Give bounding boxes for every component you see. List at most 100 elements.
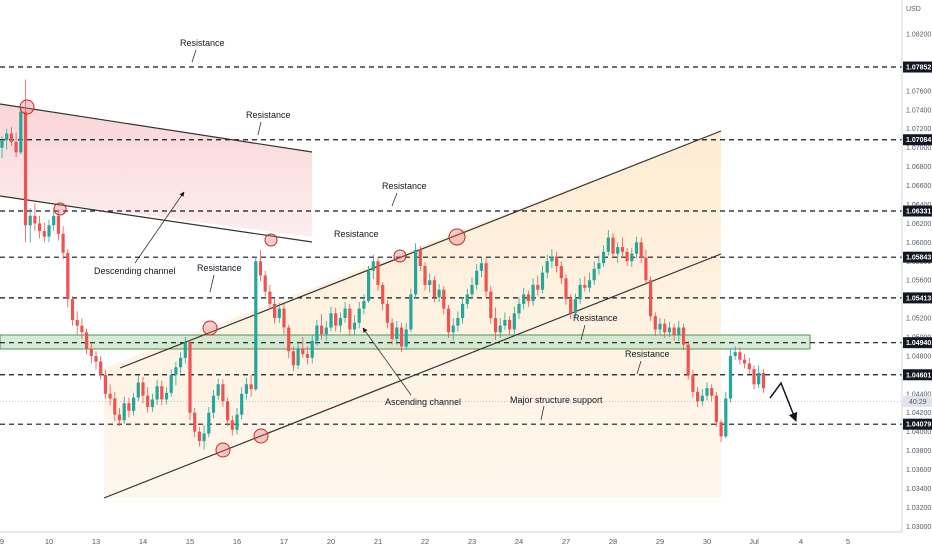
price-tick-label: 1.04400: [906, 391, 931, 398]
candle: [724, 391, 728, 439]
candle: [573, 293, 577, 319]
time-axis[interactable]: [0, 532, 932, 550]
candle: [658, 318, 662, 336]
annotation-label: Resistance: [246, 110, 291, 120]
candle: [94, 351, 98, 370]
candle: [620, 237, 624, 258]
candle: [14, 132, 18, 158]
level-price-box: 1.04601: [903, 369, 932, 381]
candle: [719, 419, 723, 443]
time-tick-label: 27: [562, 537, 570, 546]
candle: [103, 370, 107, 399]
candle: [493, 307, 498, 340]
candle: [681, 323, 686, 351]
level-price-box: 1.06331: [903, 205, 932, 217]
candle: [352, 315, 357, 336]
candle: [75, 311, 79, 335]
price-tick-label: 1.03000: [906, 524, 931, 531]
candle: [512, 306, 516, 336]
candle: [19, 107, 23, 155]
candle: [207, 407, 211, 438]
candle: [442, 285, 446, 315]
candle: [320, 314, 324, 340]
candle: [677, 320, 681, 341]
candle: [728, 348, 733, 403]
level-price-boxes: 1.07852 1.07084 1.06331 1.05843 1.05413 1.049…: [903, 61, 932, 430]
time-tick-label: 21: [374, 537, 382, 546]
annotations: Resistance Resistance Resistance Resista…: [94, 38, 670, 407]
candle: [517, 297, 521, 320]
candle: [258, 249, 263, 282]
candle: [705, 382, 709, 401]
candle: [85, 328, 89, 355]
candle: [324, 320, 328, 341]
candle: [738, 347, 742, 365]
candle: [315, 319, 319, 346]
annotation-label: Resistance: [573, 313, 618, 323]
candle: [475, 264, 479, 290]
candle: [80, 318, 84, 339]
candle: [587, 272, 592, 293]
candle: [644, 249, 648, 285]
candle: [606, 230, 610, 256]
candle: [451, 318, 455, 341]
price-tick-label: 1.07000: [906, 145, 931, 152]
candle: [268, 284, 272, 310]
price-axis[interactable]: [902, 0, 932, 532]
candle: [338, 312, 342, 333]
candle: [146, 387, 150, 413]
time-tick-label: 17: [280, 537, 288, 546]
time-tick-label: 28: [609, 537, 617, 546]
candle: [423, 262, 427, 291]
annotation-label: Ascending channel: [385, 397, 461, 407]
candle: [160, 380, 164, 406]
candle: [357, 301, 361, 329]
candle: [9, 126, 13, 146]
price-tick-label: 1.03200: [906, 505, 931, 512]
annotation-label: Major structure support: [510, 395, 603, 405]
candle: [155, 379, 159, 406]
candle: [61, 226, 65, 260]
candle: [508, 316, 512, 336]
candle: [371, 254, 375, 280]
candle: [498, 318, 502, 338]
price-tick-label: 1.08200: [906, 32, 931, 39]
candle: [211, 390, 216, 419]
candle: [634, 236, 639, 259]
candle: [216, 378, 220, 401]
price-tick-label: 1.06600: [906, 183, 931, 190]
candle: [47, 219, 51, 243]
candle: [611, 232, 615, 259]
candle: [559, 261, 563, 284]
svg-text:1.05843: 1.05843: [906, 255, 931, 262]
touch-circle: [264, 233, 278, 247]
candle: [221, 379, 225, 408]
ascending-channel-pointer: [362, 327, 412, 396]
candle: [197, 426, 201, 447]
candle: [545, 254, 549, 279]
candle: [663, 319, 667, 338]
candle: [244, 377, 248, 400]
candle: [667, 321, 671, 337]
candle: [616, 242, 620, 264]
touch-circle: [393, 249, 407, 263]
candle: [193, 407, 197, 438]
time-tick-label: 16: [233, 537, 241, 546]
price-tick-label: 1.04200: [906, 410, 931, 417]
annotation-label: Resistance: [197, 263, 242, 273]
candle: [489, 285, 493, 324]
level-price-box: 1.05413: [903, 292, 932, 304]
candle: [743, 354, 747, 369]
descending-channel-fill: [0, 104, 312, 237]
time-tick-label: 5: [846, 537, 850, 546]
candle: [432, 276, 436, 302]
candle: [437, 283, 441, 302]
candle: [202, 425, 206, 450]
price-tick-label: 1.03600: [906, 467, 931, 474]
candle: [310, 334, 314, 364]
level-price-box: 1.05843: [903, 251, 932, 263]
price-tick-label: 1.04000: [906, 429, 931, 436]
candle: [418, 246, 422, 271]
candle: [578, 278, 582, 304]
